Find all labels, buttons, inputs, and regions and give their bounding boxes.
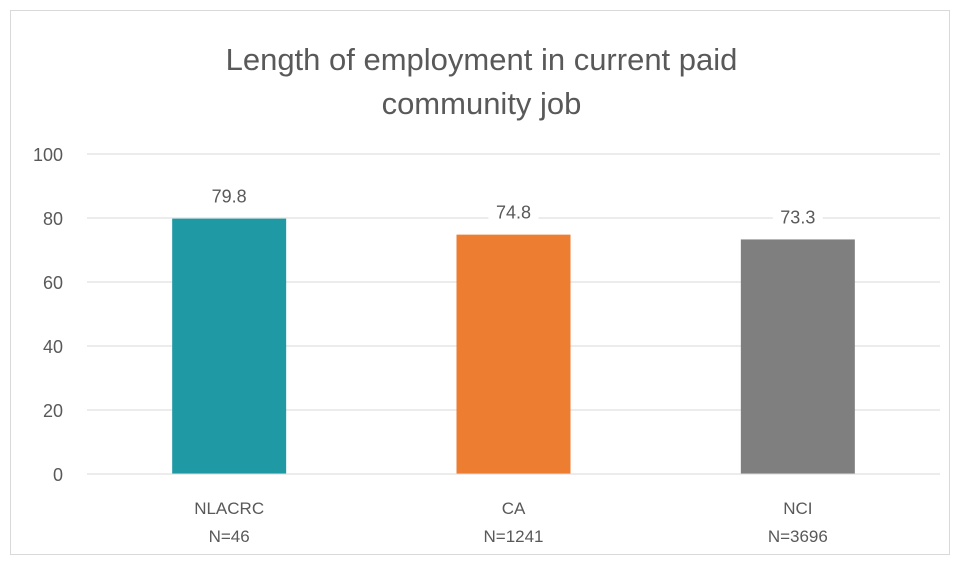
y-tick-label: 80 [43,209,63,229]
x-category-label: NLACRC [194,499,264,518]
bar-nci [740,239,855,474]
data-label-background [488,198,539,225]
y-tick-label: 0 [53,465,63,485]
bar-ca [456,234,571,474]
chart-title: Length of employment in current paid com… [0,38,963,126]
data-label-background [772,203,823,230]
x-category-sublabel: N=1241 [483,527,543,546]
x-category-sublabel: N=3696 [768,527,828,546]
chart-title-line-1: Length of employment in current paid [225,42,738,77]
chart-title-line-2: community job [381,86,582,121]
y-tick-label: 60 [43,273,63,293]
y-tick-label: 20 [43,401,63,421]
y-tick-label: 100 [33,145,63,165]
data-label-background [204,182,255,209]
data-label: 79.8 [212,187,247,207]
x-category-sublabel: N=46 [209,527,250,546]
y-tick-label: 40 [43,337,63,357]
x-category-label: CA [502,499,526,518]
x-category-label: NCI [783,499,812,518]
data-label: 74.8 [496,203,531,223]
bar-nlacrc [172,218,287,474]
data-label: 73.3 [780,207,815,227]
